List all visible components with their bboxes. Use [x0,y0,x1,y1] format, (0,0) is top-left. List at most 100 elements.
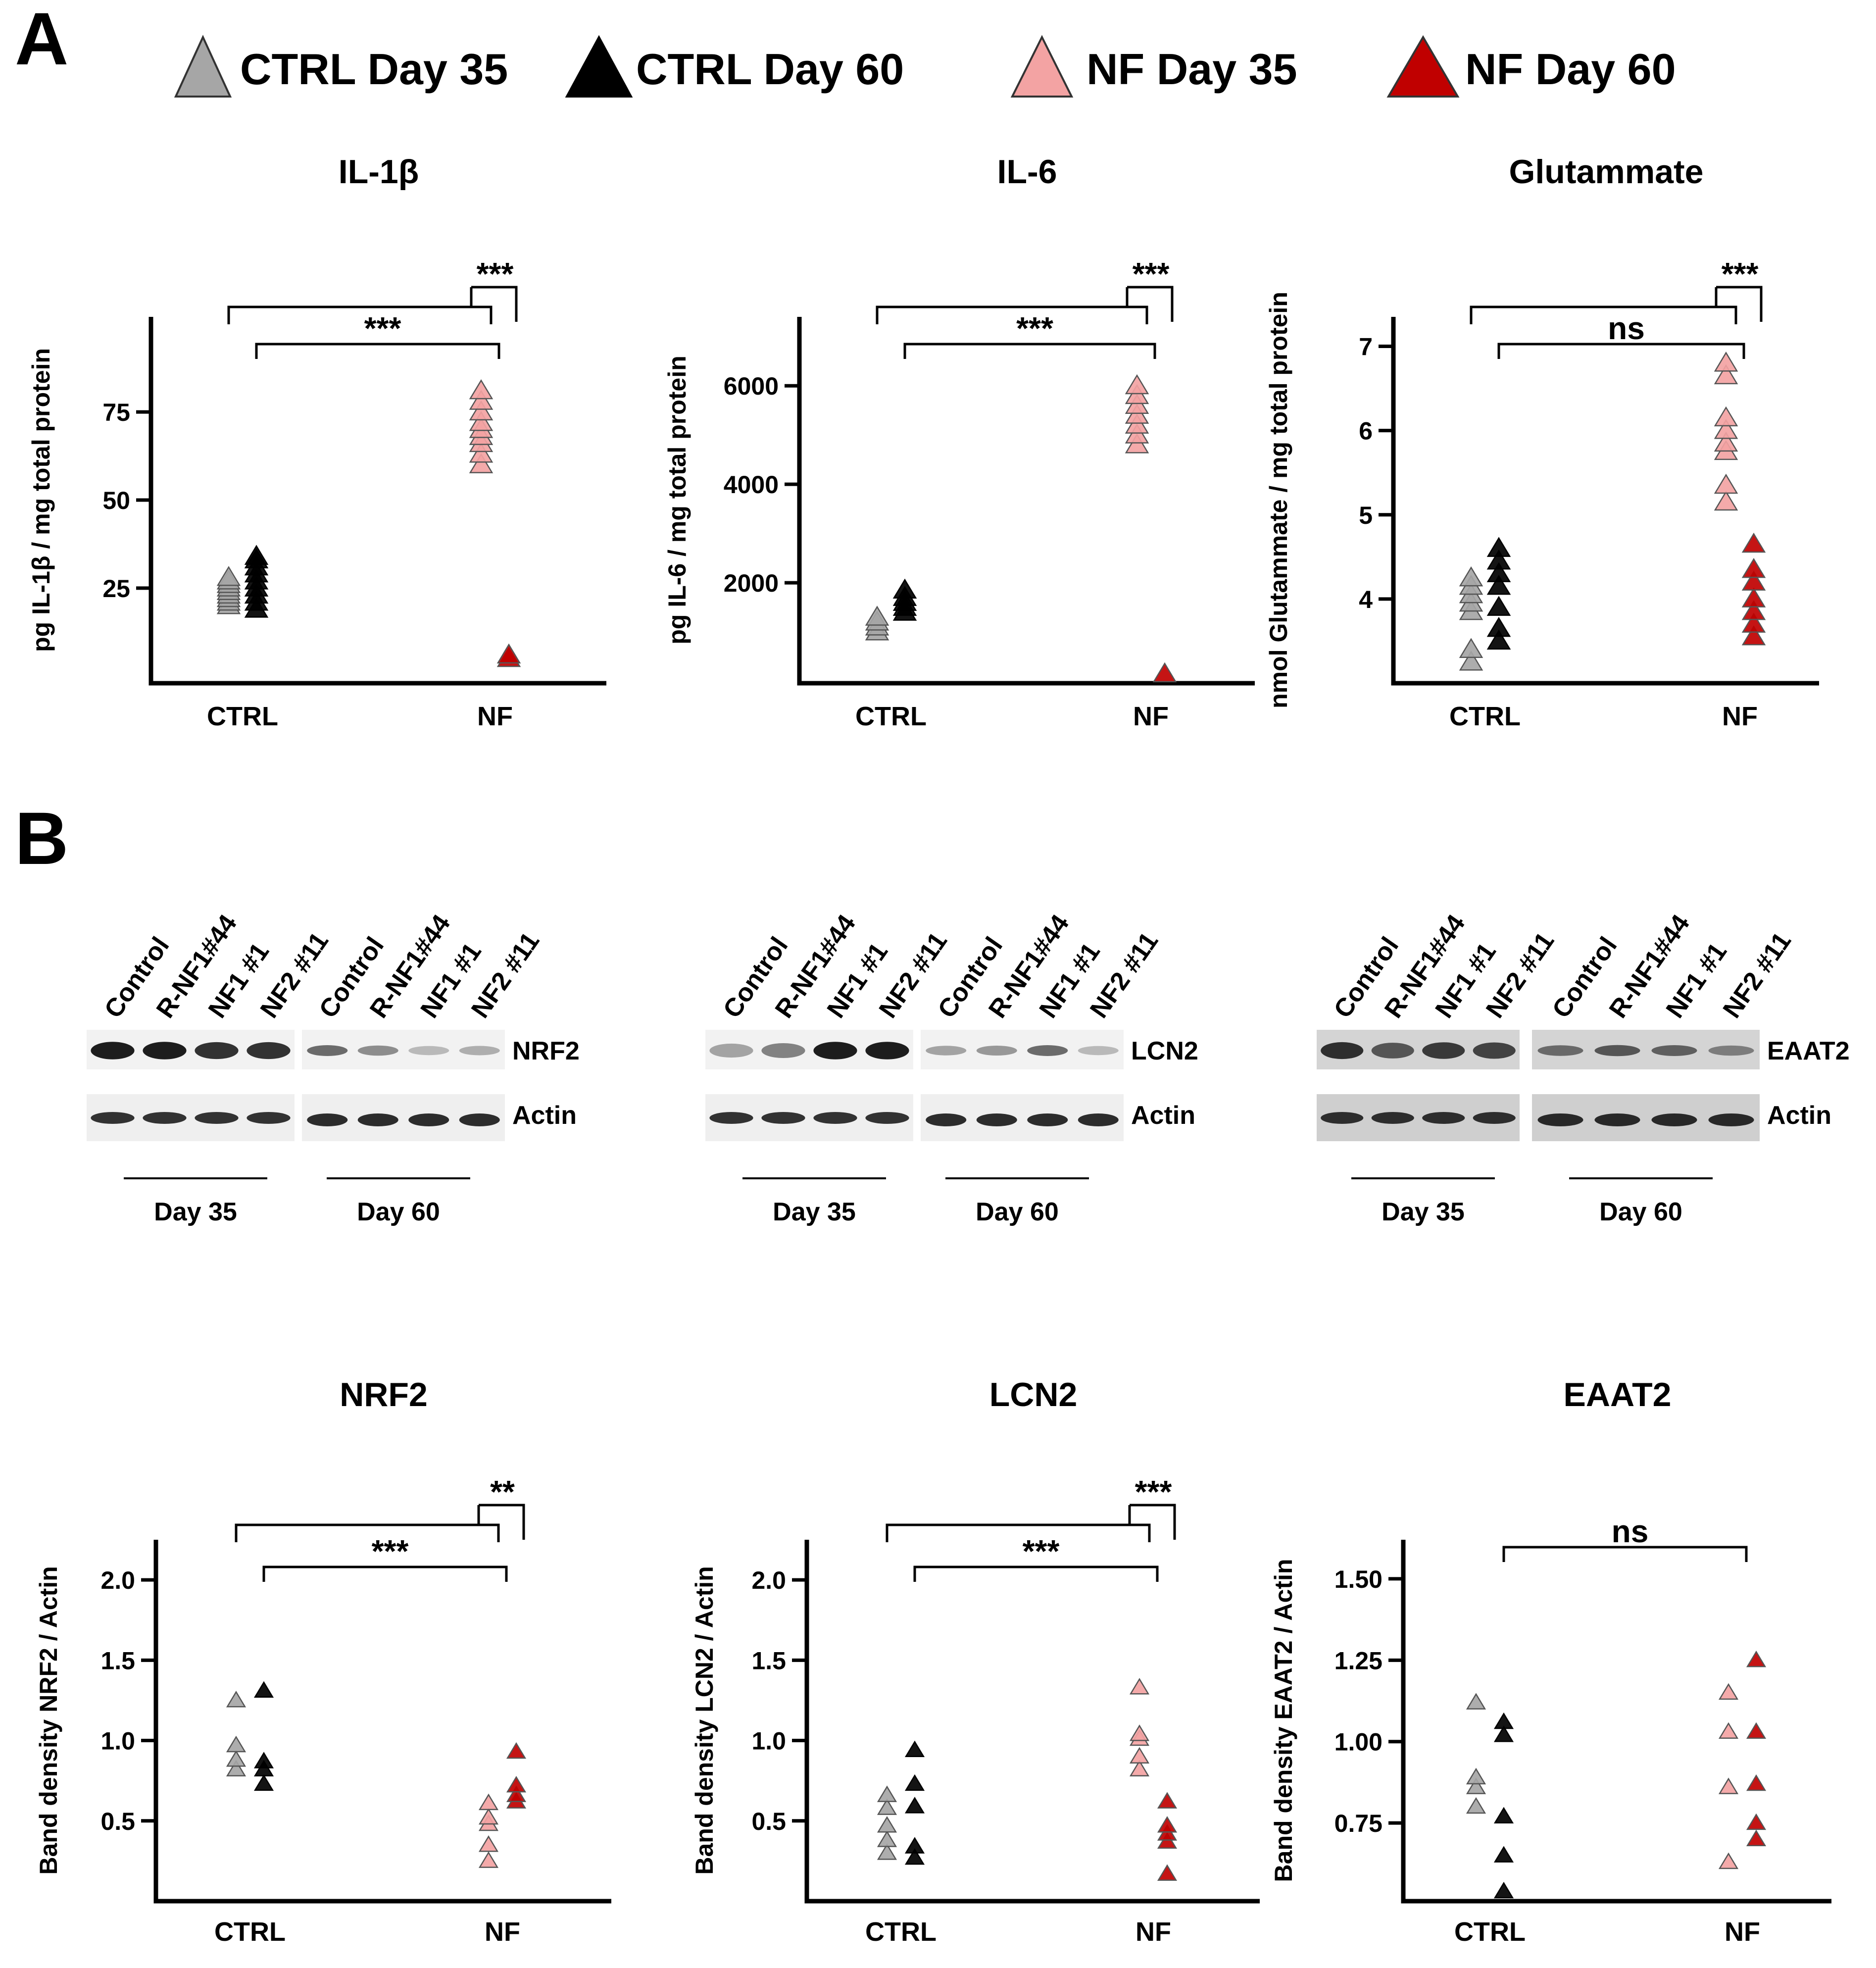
panel-a-letter: A [15,0,68,80]
y-tick-label: 5 [1359,502,1373,529]
significance-bracket [227,305,493,324]
data-point [506,1785,527,1802]
data-point [1125,423,1149,444]
data-point [1746,1650,1767,1667]
blot-band [1078,1113,1119,1126]
y-axis-label: nmol Glutammate / mg total protein [1265,292,1292,708]
significance-bracket [1470,305,1737,324]
y-axis-label: Band density EAAT2 / Actin [1270,1559,1297,1882]
y-axis-label: pg IL-1β / mg total protein [27,348,55,652]
data-point [253,1774,274,1791]
significance-label: ** [490,1474,515,1510]
data-point [1459,651,1483,671]
data-point [1714,419,1738,439]
day-label: Day 60 [976,1198,1059,1226]
data-point [496,643,521,664]
significance-bracket [876,305,1148,324]
blot-band [813,1042,857,1060]
chart-eaat2: EAAT2 0.75 1.00 1.25 1.50 Band density EAAT2 … [1270,1376,1831,1947]
data-point [877,1785,897,1802]
significance-label: *** [1023,1533,1060,1569]
data-point [1125,384,1149,404]
data-point [1129,1760,1150,1776]
y-tick-label: 6 [1359,417,1373,445]
significance-bracket [1716,286,1763,322]
blot-band [1078,1046,1119,1056]
blot-band [1651,1045,1697,1056]
data-point [1129,1747,1150,1764]
blot-band [1422,1112,1465,1124]
data-point [1493,1881,1514,1899]
blot-band [926,1113,967,1126]
y-tick-label: 2000 [724,569,779,597]
data-point [1493,1846,1514,1863]
data-point [1486,562,1511,582]
chart-il6: IL-6 2000 4000 6000 pg IL-6 / mg total prote… [663,153,1255,731]
data-point [1746,1722,1767,1739]
blot-band [143,1112,187,1124]
blot-band [1473,1112,1516,1124]
legend-item-nf60: NF Day 60 [1386,35,1676,98]
blot-target-name: EAAT2 [1767,1037,1850,1065]
data-point [216,566,241,586]
blot-band [91,1042,135,1060]
x-category-label: CTRL [865,1917,937,1947]
chart-title: Glutammate [1509,153,1704,191]
blot-band [709,1112,753,1124]
y-tick-label: 7 [1359,333,1373,361]
blot-band [408,1046,449,1056]
x-category-label: CTRL [214,1917,286,1947]
data-point [469,379,494,400]
significance-bracket [1502,1546,1748,1562]
y-tick-label: 1.5 [100,1647,135,1674]
data-point [226,1735,247,1753]
data-point [1125,433,1149,454]
legend-label-nf60: NF Day 60 [1465,45,1676,94]
x-category-label: CTRL [855,702,927,731]
chart-title: NRF2 [340,1376,428,1413]
blot-band [408,1113,449,1126]
significance-bracket [1497,343,1745,359]
y-tick-label: 4000 [724,471,779,499]
legend-item-ctrl60: CTRL Day 60 [565,35,904,98]
data-point [478,1793,499,1811]
data-point [253,1681,274,1698]
data-point [1741,532,1766,553]
data-point [1157,1816,1178,1833]
blot-band [91,1112,135,1124]
x-category-label: NF [1722,702,1758,731]
data-point [244,545,269,565]
blot-band [761,1112,805,1124]
data-point [1714,364,1738,385]
legend-marker-nf60 [1386,35,1460,98]
blot-band [459,1113,500,1126]
data-point [1718,1852,1739,1869]
blot-band [1473,1042,1516,1059]
data-point [904,1740,925,1758]
blot-target-name: NRF2 [512,1037,580,1065]
significance-label: *** [1135,1474,1172,1510]
blot-band [1708,1045,1754,1056]
blot-strip-target-day60 [921,1030,1124,1069]
legend-label-ctrl35: CTRL Day 35 [240,45,508,94]
data-point [1157,1832,1178,1849]
blot-band [1594,1045,1640,1057]
data-point [469,390,494,410]
x-category-label: CTRL [1449,702,1521,731]
blot-band [357,1045,398,1056]
panel-b-letter: B [15,797,68,880]
data-point [1746,1829,1767,1847]
data-point [877,1798,897,1815]
data-point [865,606,889,626]
blot-band [1371,1112,1414,1124]
blot-band [865,1112,909,1124]
data-point [1459,638,1483,658]
y-axis-label: Band density LCN2 / Actin [691,1566,718,1874]
data-point [253,1752,274,1768]
significance-label: *** [1722,256,1759,292]
data-point [469,411,494,431]
significance-label: ns [1612,1514,1649,1549]
data-point [253,1760,274,1776]
data-point [1486,596,1511,616]
